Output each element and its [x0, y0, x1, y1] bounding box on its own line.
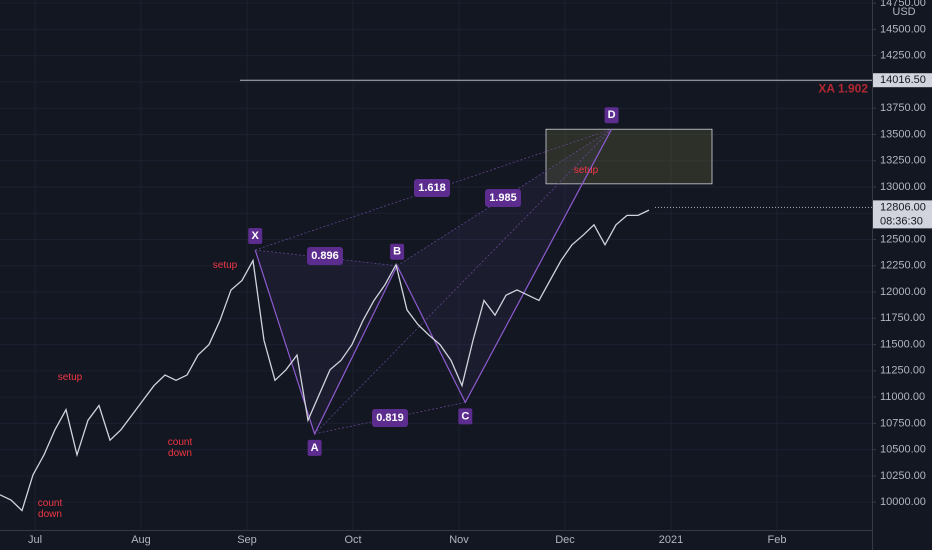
y-tick-label: 14500.00 — [880, 23, 926, 35]
annotation: setup — [573, 165, 599, 176]
x-tick-label: Aug — [131, 534, 151, 546]
countdown-label: 08:36:30 — [880, 215, 923, 227]
ratio-label: 1.618 — [418, 182, 446, 194]
pattern-point-label: B — [393, 246, 401, 258]
pattern-point-label: X — [252, 230, 260, 242]
pattern-fill — [397, 129, 612, 403]
pattern-point-label: D — [608, 109, 616, 121]
level-tag — [873, 73, 932, 88]
price-line — [0, 209, 650, 512]
y-tick-label: 12250.00 — [880, 260, 926, 272]
y-tick-label: 10500.00 — [880, 444, 926, 456]
annotation: setup — [212, 260, 238, 271]
y-tick-label: 10750.00 — [880, 417, 926, 429]
ratio-label: 0.819 — [376, 412, 404, 424]
annotation: setup — [57, 372, 83, 383]
x-tick-label: 2021 — [659, 534, 683, 546]
last-price-label: 12806.00 — [880, 201, 926, 213]
y-tick-label: 13750.00 — [880, 102, 926, 114]
y-tick-label: 11250.00 — [880, 365, 925, 377]
last-price-tag — [873, 200, 932, 229]
annotation: count down — [167, 437, 193, 459]
level-note: XA 1.902 — [818, 81, 868, 95]
pattern-point-tag — [390, 243, 405, 260]
currency: USD — [892, 6, 915, 18]
x-tick-label: Jul — [28, 534, 42, 546]
pattern-point-label: A — [311, 442, 319, 454]
pattern-ratio-line — [314, 128, 612, 435]
y-tick-label: 12000.00 — [880, 286, 926, 298]
y-tick-label: 13000.00 — [880, 181, 926, 193]
pattern-point-label: C — [461, 410, 469, 422]
pattern-point-tag — [248, 228, 263, 245]
x-tick-label: Oct — [344, 534, 361, 546]
pattern-legs — [254, 128, 613, 436]
ratio-tag — [414, 179, 450, 197]
ratio-tag — [307, 247, 343, 265]
target-zone — [545, 128, 713, 185]
pattern-point-tag — [307, 439, 322, 456]
y-tick-label: 13250.00 — [880, 155, 926, 167]
y-tick-label: 14750.00 — [880, 0, 926, 9]
y-tick-label: 11750.00 — [880, 312, 925, 324]
x-tick-label: Nov — [449, 534, 469, 546]
ratio-tag — [372, 409, 408, 427]
annotation: count down — [37, 498, 63, 520]
pattern-point-tag — [604, 107, 619, 124]
y-tick-label: 13500.00 — [880, 128, 926, 140]
y-tick-label: 12500.00 — [880, 233, 926, 245]
ratio-label: 1.985 — [489, 192, 517, 204]
y-tick-label: 11000.00 — [880, 391, 925, 403]
y-tick-label: 10000.00 — [880, 496, 926, 508]
level-label: 14016.50 — [880, 74, 926, 86]
x-tick-label: Dec — [555, 534, 575, 546]
x-tick-label: Sep — [237, 534, 257, 546]
ratio-tag — [485, 189, 521, 207]
x-tick-label: Feb — [768, 534, 787, 546]
pattern-fill — [255, 250, 398, 434]
ratio-label: 0.896 — [311, 250, 339, 262]
y-tick-label: 11500.00 — [880, 338, 925, 350]
y-tick-label: 10250.00 — [880, 470, 926, 482]
y-tick-label: 14250.00 — [880, 50, 926, 62]
pattern-point-tag — [458, 408, 473, 425]
